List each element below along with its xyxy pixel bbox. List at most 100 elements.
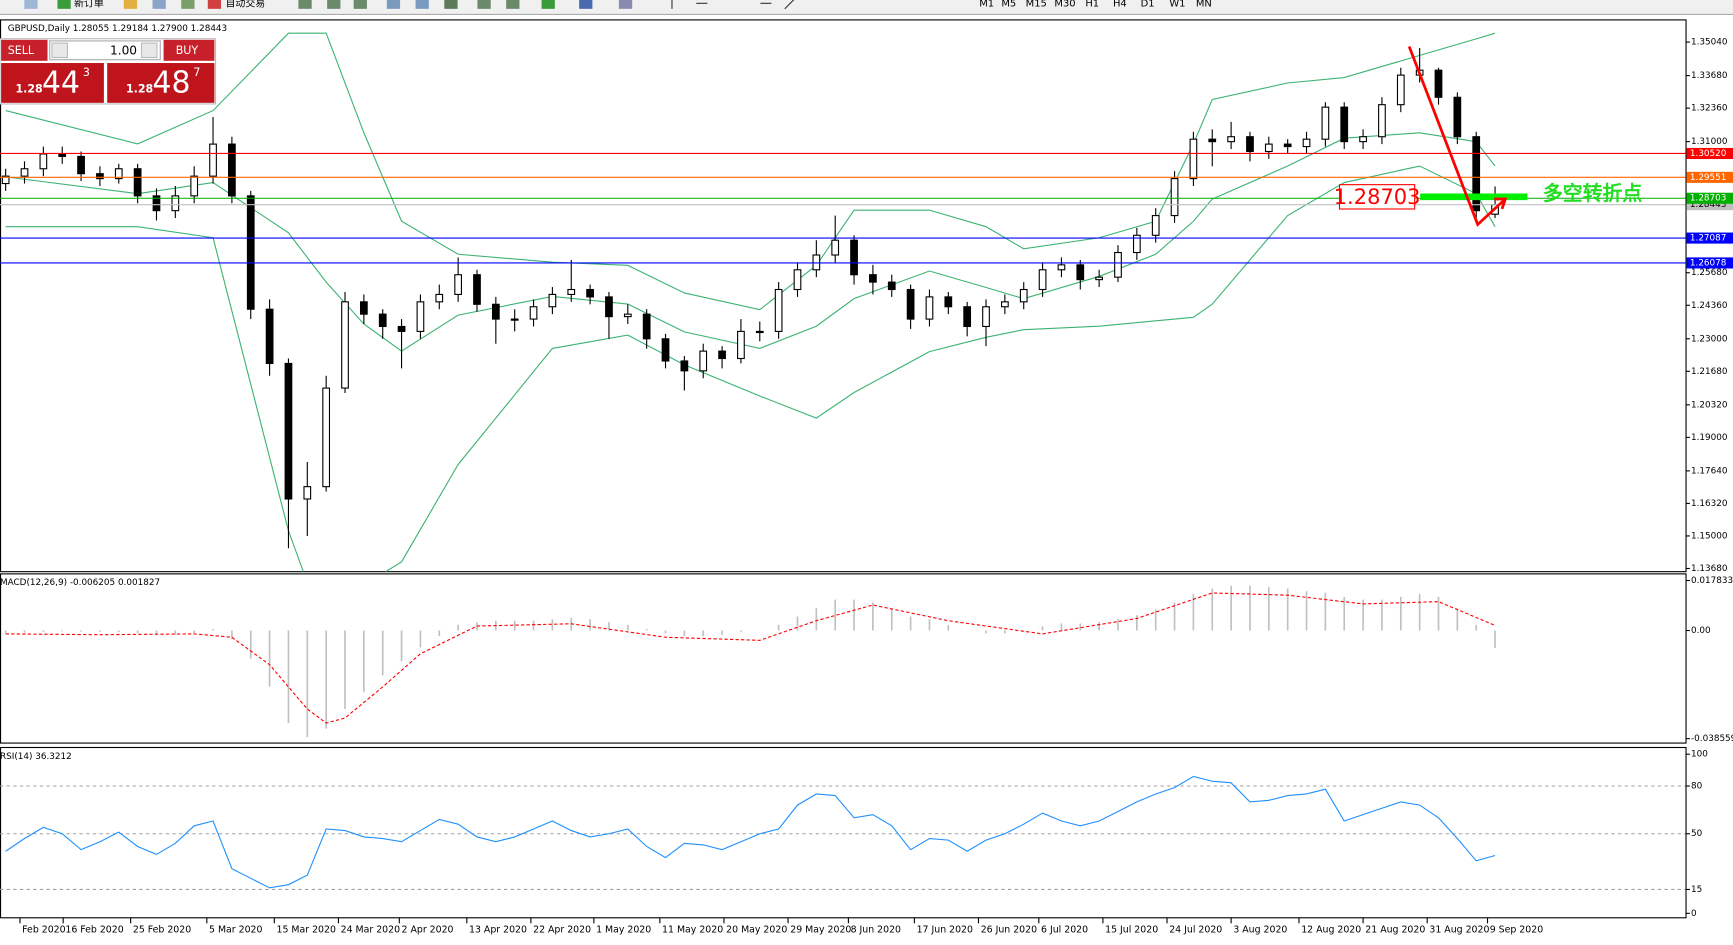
x-tick-label: 24 Mar 2020	[341, 924, 400, 935]
candle-body	[171, 195, 180, 212]
candle-body	[284, 362, 293, 500]
x-tick-label: 1 May 2020	[596, 924, 651, 935]
y-tick-label: 1.25680	[1691, 268, 1728, 278]
lot-input[interactable]	[49, 40, 161, 61]
candle-body	[793, 269, 802, 291]
toolbar-icon[interactable]	[123, 0, 138, 9]
auto-trading-button[interactable]: 自动交易	[225, 0, 265, 9]
level-box	[1686, 232, 1733, 244]
pane-frame	[0, 746, 1687, 919]
candle-body	[699, 350, 708, 372]
candle-body	[529, 306, 538, 320]
candle-body	[1378, 104, 1386, 138]
buy-label[interactable]: BUY	[176, 44, 199, 57]
toolbar-icon[interactable]	[506, 0, 520, 9]
toolbar-icon[interactable]	[784, 0, 796, 10]
candle-body	[944, 296, 953, 308]
toolbar-icon[interactable]	[298, 0, 312, 9]
candle-body	[982, 306, 990, 328]
toolbar-icon[interactable]	[181, 0, 195, 9]
toolbar-bg	[0, 0, 1733, 15]
lot-value[interactable]: 1.00	[110, 43, 137, 57]
sell-button[interactable]	[1, 39, 48, 61]
level-box	[1686, 192, 1733, 204]
candle-body	[1434, 69, 1443, 98]
candle-body	[1076, 264, 1085, 281]
candle-body	[1302, 138, 1311, 148]
candle-body	[1283, 143, 1292, 148]
timeframe-button[interactable]: M1	[979, 0, 994, 9]
toolbar-icon[interactable]	[207, 0, 222, 9]
candle-body	[341, 301, 349, 389]
timeframe-button[interactable]: W1	[1169, 0, 1185, 9]
timeframe-button[interactable]: M15	[1026, 0, 1047, 9]
bid-pips: 44	[42, 66, 80, 101]
x-tick-label: 5 Mar 2020	[209, 924, 262, 935]
candle-body	[605, 296, 613, 318]
toolbar-icon[interactable]	[386, 0, 401, 9]
pivot-label: 1.28703	[1334, 185, 1421, 209]
pivot-text: 多空转折点	[1543, 182, 1642, 205]
toolbar-icon[interactable]	[618, 0, 633, 9]
bollinger-lower	[5, 165, 1496, 572]
level-box	[1686, 147, 1733, 160]
buy-button[interactable]	[163, 39, 215, 61]
bid-box[interactable]	[1, 63, 104, 103]
toolbar-icon[interactable]	[579, 0, 593, 9]
y-tick-label: 1.35040	[1691, 38, 1728, 48]
x-tick-label: 9 Sep 2020	[1490, 924, 1543, 935]
pane-title: RSI(14) 36.3212	[0, 752, 72, 762]
y-tick-label: 1.33680	[1691, 71, 1728, 81]
candle-body	[661, 338, 670, 362]
x-tick-label: 29 May 2020	[790, 924, 851, 935]
y-tick-label: 0.017833	[1691, 576, 1733, 586]
toolbar-icon[interactable]	[24, 0, 38, 9]
pane-title: GBPUSD,Daily 1.28055 1.29184 1.27900 1.2…	[8, 24, 227, 34]
toolbar-icon[interactable]	[477, 0, 491, 9]
toolbar-icon[interactable]	[541, 0, 555, 9]
pane-frame	[0, 573, 1687, 744]
candle-body	[1227, 136, 1235, 143]
candle-body	[58, 153, 67, 157]
candle-body	[190, 175, 199, 197]
candle-body	[39, 153, 48, 170]
timeframe-button[interactable]: H1	[1085, 0, 1099, 9]
x-tick-label: Feb 2020	[22, 924, 65, 935]
timeframe-button[interactable]: D1	[1141, 0, 1155, 9]
y-tick-label: 1.13680	[1691, 564, 1728, 574]
timeframe-button[interactable]: MN	[1196, 0, 1212, 9]
candle-body	[303, 486, 312, 500]
ask-box[interactable]	[107, 63, 215, 103]
candle-body	[416, 301, 425, 332]
timeframe-button[interactable]: M5	[1001, 0, 1016, 9]
sell-label[interactable]: SELL	[8, 44, 35, 57]
charts: 1.35040 1.33680 1.32360 1.31000 1.25680 1.243…	[0, 19, 1733, 919]
toolbar-icon[interactable]	[444, 0, 458, 9]
x-tick-label: 20 May 2020	[726, 924, 787, 935]
lot-spin[interactable]	[140, 42, 158, 59]
pane-frame	[0, 19, 1687, 573]
x-tick-label: 16 Feb 2020	[65, 924, 123, 935]
timeframe-button[interactable]: M30	[1054, 0, 1075, 9]
toolbar-icon[interactable]	[57, 0, 71, 9]
candle-body	[623, 313, 632, 318]
level-label: 1.27087	[1690, 234, 1727, 244]
ask-point: 7	[193, 66, 200, 79]
y-tick-label: 15	[1691, 885, 1702, 895]
pane	[0, 775, 1686, 891]
candle-body	[96, 173, 104, 180]
toolbar-icon[interactable]	[415, 0, 429, 9]
pane-title: MACD(12,26,9) -0.006205 0.001827	[0, 578, 160, 588]
pane	[0, 32, 1686, 572]
new-order-button[interactable]: 新订单	[74, 0, 104, 9]
toolbar-icon[interactable]	[353, 0, 367, 9]
timeframe-button[interactable]: H4	[1113, 0, 1127, 9]
toolbar-icon[interactable]	[327, 0, 341, 9]
toolbar-icon[interactable]	[152, 0, 166, 9]
candle-body	[548, 293, 557, 308]
lot-spin[interactable]	[51, 42, 68, 59]
candle-body	[246, 195, 255, 310]
level-label: 1.29551	[1690, 173, 1727, 183]
y-tick-label: -0.038559	[1691, 734, 1733, 744]
